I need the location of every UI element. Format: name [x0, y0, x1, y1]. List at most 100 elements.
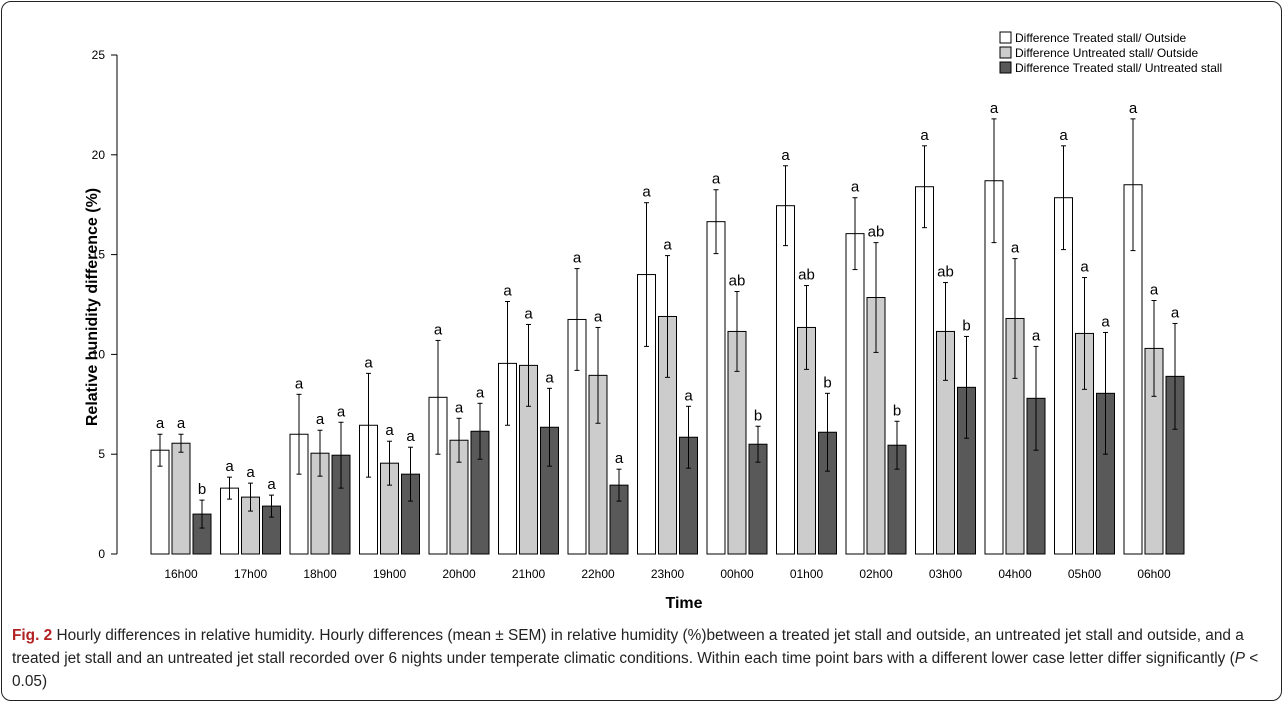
bar-group: aaa [428, 321, 490, 555]
significance-letter: a [337, 403, 346, 420]
bar [1054, 197, 1073, 555]
caption-label: Fig. 2 [12, 627, 53, 644]
bar-group: a a a [984, 100, 1046, 555]
x-tick-label: 22h00 [581, 567, 615, 581]
y-tick-label: 15 [92, 248, 106, 262]
significance-letter: a [1101, 313, 1110, 330]
significance-letter: ab [798, 267, 815, 284]
y-tick-label: 25 [92, 48, 106, 62]
significance-letter: a [684, 387, 693, 404]
significance-letter: ab [868, 224, 885, 241]
y-tick-label: 0 [98, 547, 105, 561]
significance-letter: a [156, 415, 165, 432]
x-tick-label: 19h00 [373, 567, 407, 581]
bar-group: aaa [567, 250, 629, 555]
bar [915, 186, 934, 555]
significance-letter: a [594, 308, 603, 325]
bar-group: a ab b [776, 147, 837, 555]
x-tick-label: 23h00 [651, 567, 685, 581]
x-tick-label: 04h00 [998, 567, 1032, 581]
significance-letter: a [851, 179, 860, 196]
significance-letter: a [364, 354, 373, 371]
significance-letter: a [1011, 240, 1020, 257]
caption-text-1: Hourly differences in relative humidity.… [12, 627, 1244, 667]
x-tick-label: 20h00 [442, 567, 476, 581]
bar-group: a ab b [706, 171, 768, 555]
x-tick-label: 16h00 [164, 567, 198, 581]
x-tick-label: 00h00 [720, 567, 754, 581]
caption-p-symbol: P [1234, 650, 1246, 667]
significance-letter: a [573, 250, 582, 267]
significance-letter: a [225, 458, 234, 475]
bar-group: aaa [498, 283, 559, 555]
significance-letter: a [316, 411, 325, 428]
significance-letter: a [177, 415, 186, 432]
significance-letter: b [962, 317, 970, 334]
significance-letter: a [455, 399, 464, 416]
significance-letter: a [990, 100, 999, 117]
significance-letter: a [385, 422, 394, 439]
bar-group: a a a [1054, 127, 1115, 555]
significance-letter: a [1150, 282, 1159, 299]
y-axis-label: Relative hunidity difference (%) [84, 188, 101, 426]
figure-caption: Fig. 2 Hourly differences in relative hu… [12, 624, 1274, 693]
significance-letter: a [545, 369, 554, 386]
y-tick-label: 10 [92, 347, 106, 361]
significance-letter: a [476, 384, 485, 401]
legend-label: Difference Treated stall/ Untreated stal… [1015, 61, 1222, 75]
significance-letter: ab [729, 273, 746, 290]
caption-text-2: < 0.05) [12, 650, 1259, 690]
x-tick-label: 01h00 [790, 567, 824, 581]
significance-letter: b [823, 374, 831, 391]
significance-letter: a [920, 127, 929, 144]
x-tick-label: 03h00 [929, 567, 963, 581]
significance-letter: a [1129, 100, 1138, 117]
x-tick-label: 17h00 [234, 567, 268, 581]
significance-letter: a [781, 147, 790, 164]
y-tick-labels: 0 5 10 15 20 25 [92, 48, 106, 561]
significance-letter: a [642, 184, 651, 201]
significance-letter: a [246, 464, 255, 481]
x-axis-label: Time [665, 595, 702, 612]
bar-group: a a a [637, 184, 698, 555]
significance-letter: b [893, 402, 901, 419]
significance-letter: a [712, 171, 721, 188]
legend-label: Difference Treated stall/ Outside [1015, 31, 1187, 45]
significance-letter: a [295, 375, 304, 392]
bar [845, 233, 865, 555]
x-tick-label: 06h00 [1137, 567, 1171, 581]
significance-letter: a [1059, 127, 1068, 144]
legend-label: Difference Untreated stall/ Outside [1015, 46, 1199, 60]
significance-letter: a [1032, 327, 1041, 344]
bar-group: a a b [150, 415, 212, 555]
legend: Difference Treated stall/ OutsideDiffere… [999, 31, 1222, 75]
significance-letter: b [198, 481, 206, 498]
x-tick-label: 02h00 [859, 567, 893, 581]
bar-group: a ab b [915, 127, 976, 555]
significance-letter: a [524, 305, 533, 322]
significance-letter: a [503, 283, 512, 300]
y-tick-label: 5 [98, 447, 105, 461]
x-tick-label: 05h00 [1068, 567, 1102, 581]
y-axis [111, 54, 118, 555]
legend-swatch [999, 46, 1012, 59]
bar-group: aaa [1123, 100, 1185, 555]
significance-letter: a [267, 476, 276, 493]
legend-swatch [999, 31, 1012, 44]
bar-group: a ab b [845, 179, 907, 555]
significance-letter: a [1171, 304, 1180, 321]
legend-swatch [999, 61, 1012, 74]
x-tick-label: 18h00 [303, 567, 337, 581]
x-tick-labels: 16h00 17h00 18h00 19h00 20h00 21h00 22h00 23h00… [164, 567, 1171, 581]
y-tick-label: 20 [92, 148, 106, 162]
bar [776, 205, 795, 555]
significance-letter: a [663, 237, 672, 254]
significance-letter: a [434, 321, 443, 338]
significance-letter: a [1080, 259, 1089, 276]
